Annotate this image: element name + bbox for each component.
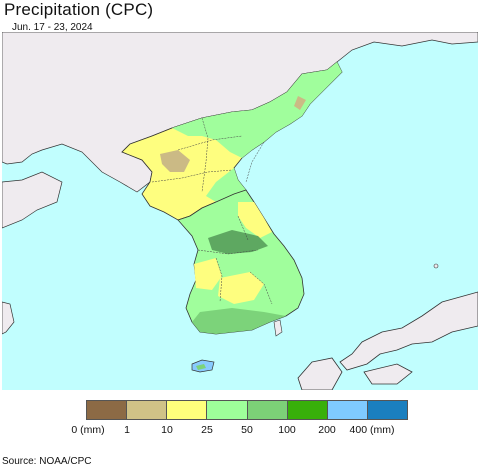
legend-label: 100: [278, 424, 296, 436]
legend-label: 1: [124, 424, 130, 436]
legend-swatch: [167, 401, 208, 419]
date-range: Jun. 17 - 23, 2024: [12, 22, 93, 33]
land-japan-honshu: [339, 291, 478, 371]
region-nk-green-north: [172, 62, 342, 158]
land-china-south: [2, 301, 15, 335]
land-japan-kyushu: [297, 357, 343, 390]
region-sk-yellow-south: [218, 272, 264, 304]
map-title: Precipitation (CPC): [4, 0, 154, 19]
region-nk-dry: [160, 150, 190, 172]
region-nk-dry-east: [294, 96, 306, 110]
legend-label: 10: [161, 424, 173, 436]
region-south-korea: [177, 189, 305, 335]
legend-swatch: [87, 401, 128, 419]
legend-swatch: [287, 401, 328, 419]
region-sk-yellow-west: [194, 258, 222, 290]
legend-label: 200: [318, 424, 336, 436]
land-tsushima: [273, 319, 283, 337]
region-jeju-green: [196, 364, 206, 370]
region-sk-darkgreen: [208, 230, 268, 254]
legend-label: 25: [201, 424, 213, 436]
precipitation-map: [2, 32, 478, 390]
legend-labels: 0 (mm) 1 10 25 50 100 200 400 (mm): [0, 424, 480, 438]
region-sk-midgreen-south: [192, 308, 286, 334]
land-japan-shikoku: [363, 363, 413, 385]
legend-label: 50: [241, 424, 253, 436]
region-sk-yellow-east: [238, 202, 272, 238]
region-nk-green-east: [206, 168, 246, 202]
region-ulleungdo: [433, 263, 439, 269]
legend-swatch: [327, 401, 368, 419]
legend-swatch: [247, 401, 288, 419]
legend-colorbar: [86, 400, 408, 420]
admin-lines: [151, 117, 273, 305]
land-shandong: [2, 171, 63, 229]
legend-swatch: [127, 401, 168, 419]
legend-swatch: [207, 401, 248, 419]
legend-label: 0 (mm): [71, 424, 105, 436]
legend-label: 400 (mm): [349, 424, 395, 436]
source-credit: Source: NOAA/CPC: [2, 456, 92, 467]
legend-swatch: [367, 401, 407, 419]
